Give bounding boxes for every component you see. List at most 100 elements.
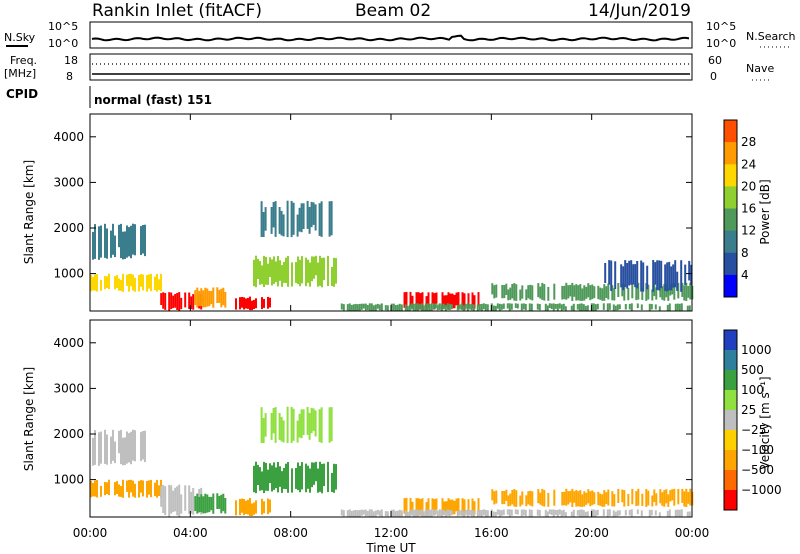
heatmap-cell xyxy=(118,278,120,291)
power-colorbar-label: Power [dB] xyxy=(758,179,772,244)
heatmap-cell xyxy=(118,484,120,497)
heatmap-cell xyxy=(576,304,579,310)
heatmap-cell xyxy=(299,259,301,287)
heatmap-cell xyxy=(114,235,116,258)
heatmap-cell xyxy=(651,495,654,507)
heatmap-cell xyxy=(496,303,499,309)
heatmap-cell xyxy=(421,292,424,310)
heatmap-cell xyxy=(348,303,351,311)
heatmap-cell xyxy=(356,510,359,517)
heatmap-cell xyxy=(463,499,466,516)
heatmap-cell xyxy=(562,509,565,516)
heatmap-cell xyxy=(652,260,655,292)
heatmap-cell xyxy=(552,303,555,311)
beam-title: Beam 02 xyxy=(355,1,431,21)
colorbar-tick: −1000 xyxy=(741,483,782,497)
heatmap-cell xyxy=(510,303,513,310)
heatmap-cell xyxy=(528,509,531,517)
heatmap-cell xyxy=(243,297,245,310)
heatmap-cell xyxy=(312,202,315,225)
heatmap-cell xyxy=(612,304,615,311)
heatmap-cell xyxy=(448,303,451,311)
heatmap-cell xyxy=(224,292,227,308)
heatmap-cell xyxy=(647,284,650,300)
velocity-colorbar: 1000 500 100 25 −25 −100 −500 −1000 xyxy=(723,329,782,511)
heatmap-cell xyxy=(386,305,389,311)
heatmap-cell xyxy=(477,498,480,513)
heatmap-cell xyxy=(472,304,475,311)
heatmap-cell xyxy=(435,498,438,510)
heatmap-cell xyxy=(524,303,527,311)
heatmap-cell xyxy=(544,303,547,311)
heatmap-cell xyxy=(620,264,623,288)
heatmap-cell xyxy=(259,261,261,285)
heatmap-cell xyxy=(678,509,681,517)
velocity-heatmap xyxy=(90,406,694,517)
heatmap-cell xyxy=(330,201,333,236)
heatmap-cell xyxy=(531,491,534,507)
heatmap-cell xyxy=(92,231,94,260)
heatmap-cell xyxy=(305,463,307,493)
colorbar-segment xyxy=(724,450,737,471)
heatmap-cell xyxy=(495,490,498,504)
colorbar-segment xyxy=(724,370,737,391)
heatmap-cell xyxy=(560,304,563,311)
heatmap-cell xyxy=(310,407,313,434)
freq-panel xyxy=(89,53,693,81)
heatmap-cell xyxy=(567,285,570,299)
colorbar-segment xyxy=(724,410,737,431)
heatmap-cell xyxy=(295,468,297,489)
heatmap-cell xyxy=(492,305,495,311)
heatmap-cell xyxy=(208,496,211,513)
heatmap-cell xyxy=(212,493,215,514)
heatmap-cell xyxy=(509,287,512,300)
heatmap-cell xyxy=(563,285,566,300)
heatmap-cell xyxy=(519,289,522,301)
y-tick-label: 1000 xyxy=(53,473,84,487)
heatmap-cell xyxy=(124,231,126,259)
heatmap-cell xyxy=(263,299,265,308)
heatmap-cell xyxy=(610,260,613,291)
heatmap-cell xyxy=(548,303,551,308)
heatmap-cell xyxy=(281,471,283,493)
heatmap-cell xyxy=(249,296,251,311)
heatmap-cell xyxy=(471,292,474,309)
heatmap-cell xyxy=(636,303,639,309)
heatmap-cell xyxy=(480,303,483,311)
heatmap-cell xyxy=(506,303,509,309)
heatmap-cell xyxy=(301,462,303,490)
y-tick-label: 2000 xyxy=(53,221,84,235)
time-axis: 00:00 04:00 08:00 12:00 16:00 20:00 00:00 xyxy=(73,114,709,540)
heatmap-cell xyxy=(642,262,645,292)
noise-tick-left-top: 10^5 xyxy=(48,20,78,33)
heatmap-cell xyxy=(646,265,649,290)
heatmap-cell xyxy=(582,304,585,311)
heatmap-cell xyxy=(594,304,597,311)
heatmap-cell xyxy=(260,407,263,443)
heatmap-cell xyxy=(507,289,510,301)
heatmap-cell xyxy=(269,257,271,278)
heatmap-cell xyxy=(623,490,626,507)
heatmap-cell xyxy=(291,468,293,493)
heatmap-cell xyxy=(503,285,506,299)
heatmap-cell xyxy=(685,488,688,507)
heatmap-cell xyxy=(486,304,489,311)
heatmap-cell xyxy=(689,282,692,300)
heatmap-cell xyxy=(366,305,369,311)
heatmap-cell xyxy=(527,491,530,505)
heatmap-cell xyxy=(527,285,530,299)
heatmap-cell xyxy=(378,304,381,311)
heatmap-cell xyxy=(663,490,666,507)
heatmap-cell xyxy=(647,490,650,506)
heatmap-cell xyxy=(471,498,474,515)
heatmap-cell xyxy=(457,498,460,516)
heatmap-cell xyxy=(602,303,605,310)
heatmap-cell xyxy=(156,479,158,498)
heatmap-cell xyxy=(419,293,422,310)
heatmap-cell xyxy=(140,226,142,255)
heatmap-cell xyxy=(267,263,269,285)
heatmap-cell xyxy=(220,288,223,308)
heatmap-cell xyxy=(318,203,321,236)
heatmap-cell xyxy=(550,303,553,309)
heatmap-cell xyxy=(126,431,128,464)
